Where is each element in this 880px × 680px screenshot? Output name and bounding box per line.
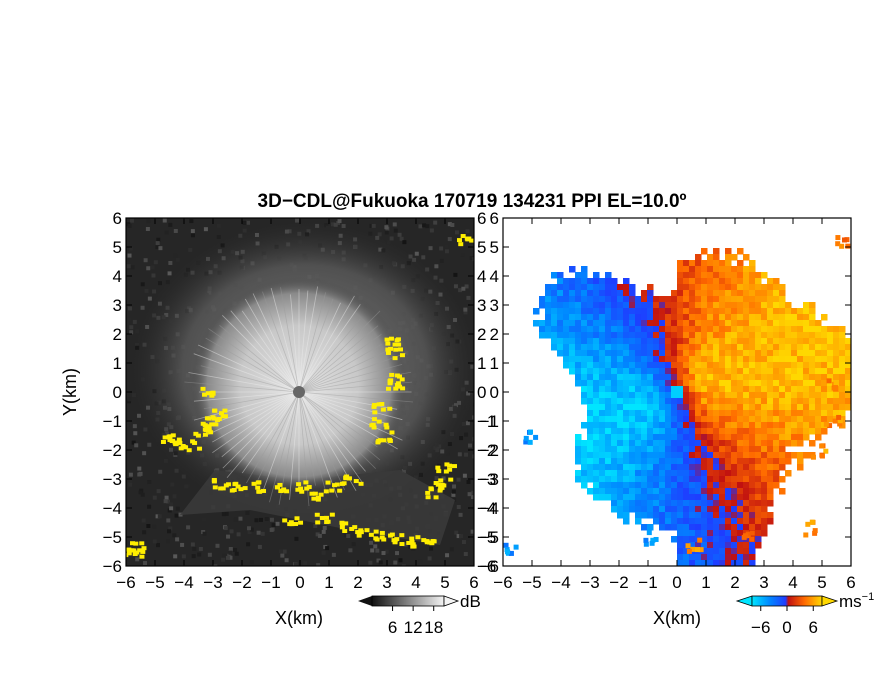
x-tick-label: −1 xyxy=(638,573,657,592)
high-reflectivity-patches xyxy=(126,234,474,559)
x-tick-label: 0 xyxy=(672,573,681,592)
x-tick-label: 3 xyxy=(759,573,768,592)
y-tick-label: −2 xyxy=(103,441,122,460)
x-tick-label: −5 xyxy=(145,573,164,592)
y-tick-label: 1 xyxy=(490,354,499,373)
y-tick-label: 6 xyxy=(113,209,122,228)
y-tick-label: 5 xyxy=(113,238,122,257)
x-tick-label: 2 xyxy=(730,573,739,592)
y-tick-label: −2 xyxy=(477,441,496,460)
y-tick-label: −3 xyxy=(480,470,499,489)
y-tick-label: 0 xyxy=(477,383,486,402)
x-tick-label: 4 xyxy=(411,573,420,592)
colorbar-body xyxy=(371,595,445,607)
y-tick-label: 0 xyxy=(490,383,499,402)
y-tick-label: 3 xyxy=(490,296,499,315)
x-tick-label: 6 xyxy=(846,573,855,592)
x-tick-label: −6 xyxy=(493,573,512,592)
reflectivity-ylabel: Y(km) xyxy=(60,368,80,416)
main-echo-disk xyxy=(191,277,407,493)
y-tick-label: −5 xyxy=(480,528,499,547)
x-tick-label: 5 xyxy=(440,573,449,592)
y-tick-label: −3 xyxy=(477,470,496,489)
colorbar-unit: dB xyxy=(460,592,481,611)
velocity-pixels xyxy=(503,235,851,566)
y-tick-label: −4 xyxy=(103,499,122,518)
colorbar-tick-label: 18 xyxy=(424,618,443,637)
y-tick-label: 4 xyxy=(113,267,122,286)
y-tick-label: −5 xyxy=(477,528,496,547)
radar-site-marker xyxy=(293,386,305,398)
colorbar-high-arrow xyxy=(443,595,460,607)
y-tick-label: −1 xyxy=(103,412,122,431)
reflectivity-xlabel: X(km) xyxy=(275,608,323,628)
x-tick-label: 2 xyxy=(353,573,362,592)
x-tick-label: 6 xyxy=(469,573,478,592)
x-tick-label: 4 xyxy=(788,573,797,592)
x-tick-label: −1 xyxy=(261,573,280,592)
x-tick-label: −4 xyxy=(174,573,193,592)
y-tick-label: −3 xyxy=(103,470,122,489)
y-tick-label: 6 xyxy=(490,209,499,228)
x-tick-label: −5 xyxy=(522,573,541,592)
y-tick-label: 6 xyxy=(477,209,486,228)
x-tick-label: 1 xyxy=(324,573,333,592)
x-tick-label: −4 xyxy=(551,573,570,592)
y-tick-label: 5 xyxy=(477,238,486,257)
y-tick-label: −6 xyxy=(103,557,122,576)
velocity-xlabel: X(km) xyxy=(653,608,701,628)
y-tick-label: 1 xyxy=(113,354,122,373)
chart-title: 3D−CDL@Fukuoka 170719 134231 PPI EL=10.0… xyxy=(258,191,687,212)
y-tick-label: −6 xyxy=(477,557,496,576)
x-tick-label: 1 xyxy=(701,573,710,592)
reflectivity-axis-ticks: −6 −5 −4 −3 −2 −1 0 1 2 3 4 5 6−6 −6−5 −5−4 −4−3 −3−2 −2−… xyxy=(103,209,497,592)
y-tick-label: −4 xyxy=(477,499,496,518)
x-tick-label: −2 xyxy=(232,573,251,592)
y-tick-label: 2 xyxy=(113,325,122,344)
x-tick-label: −6 xyxy=(116,573,135,592)
y-tick-label: −4 xyxy=(480,499,499,518)
y-tick-label: −2 xyxy=(480,441,499,460)
reflectivity-colorbar: 6 12 18 dB xyxy=(358,592,481,637)
colorbar-tick-label: 6 xyxy=(809,618,818,637)
colorbar-tick-label: −6 xyxy=(751,618,770,637)
colorbar-ticks: 6 12 18 xyxy=(388,606,443,637)
x-tick-label: −3 xyxy=(580,573,599,592)
y-tick-label: −5 xyxy=(103,528,122,547)
colorbar-ticks: −6 0 6 xyxy=(751,606,818,637)
y-tick-label: 3 xyxy=(113,296,122,315)
y-tick-label: −1 xyxy=(480,412,499,431)
colorbar-tick-label: 12 xyxy=(404,618,423,637)
colorbar-unit: ms−1 xyxy=(839,591,874,611)
reflectivity-panel: −6 −5 −4 −3 −2 −1 0 1 2 3 4 5 6−6 −6−5 −5−4 −4−3 −3−2 −2−… xyxy=(60,209,496,628)
y-tick-label: 3 xyxy=(477,296,486,315)
lower-echo-tongue xyxy=(180,470,455,545)
y-tick-label: 1 xyxy=(477,354,486,373)
colorbar-low-arrow xyxy=(358,596,372,606)
x-tick-label: 0 xyxy=(295,573,304,592)
x-tick-label: 5 xyxy=(817,573,826,592)
x-tick-label: −3 xyxy=(203,573,222,592)
x-tick-label: 3 xyxy=(382,573,391,592)
colorbar-body xyxy=(751,595,823,607)
colorbar-tick-label: 0 xyxy=(782,618,791,637)
colorbar-high-arrow xyxy=(821,595,839,607)
colorbar-low-arrow xyxy=(735,595,753,607)
y-tick-label: 4 xyxy=(477,267,486,286)
y-tick-label: −6 xyxy=(480,557,499,576)
y-tick-label: 2 xyxy=(490,325,499,344)
radial-streaks xyxy=(184,286,414,507)
colorbar-tick-label: 6 xyxy=(388,618,397,637)
y-tick-label: 5 xyxy=(490,238,499,257)
y-tick-label: 0 xyxy=(113,383,122,402)
y-tick-label: −1 xyxy=(477,412,496,431)
x-tick-label: −2 xyxy=(609,573,628,592)
y-tick-label: 2 xyxy=(477,325,486,344)
y-tick-label: 4 xyxy=(490,267,499,286)
velocity-colorbar: −6 0 6 ms−1 xyxy=(735,591,874,637)
